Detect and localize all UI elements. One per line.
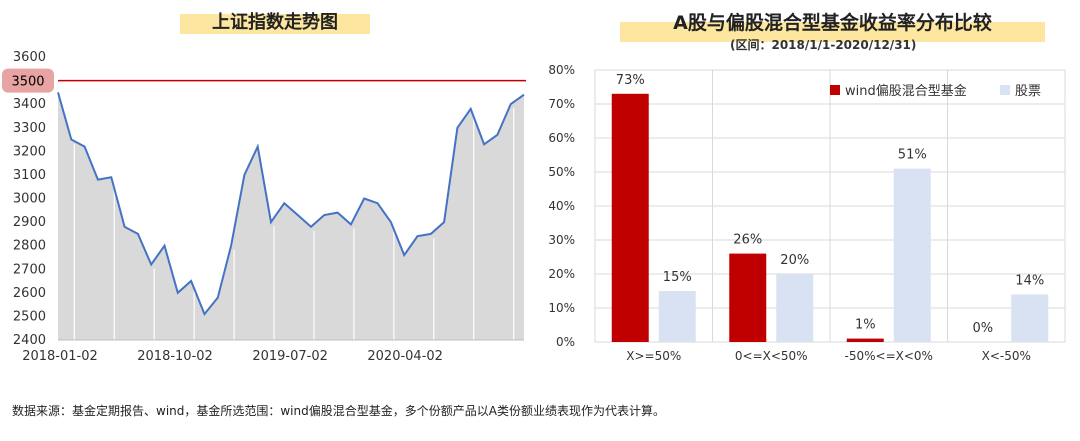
- bar-data-label: 15%: [663, 270, 692, 285]
- y-tick-label: 30%: [548, 233, 575, 247]
- legend-label: wind偏股混合型基金: [845, 83, 967, 99]
- y-tick-label: 2400: [13, 333, 46, 348]
- right-chart-title: A股与偏股混合型基金收益率分布比较: [673, 12, 992, 34]
- y-tick-label: 20%: [548, 267, 575, 281]
- highlight-3500-label: 3500: [11, 75, 44, 90]
- right-chart-subtitle: (区间：2018/1/1-2020/12/31): [730, 38, 917, 52]
- y-tick-label: 70%: [548, 97, 575, 111]
- left-title-highlight: [180, 14, 370, 34]
- category-label: 0<=X<50%: [735, 349, 808, 363]
- bar-fund: [729, 253, 767, 342]
- bar-stock: [1011, 294, 1049, 342]
- y-tick-label: 2700: [13, 262, 46, 277]
- y-tick-label: 80%: [548, 63, 575, 77]
- left-chart-title: 上证指数走势图: [212, 12, 338, 33]
- category-label: X<-50%: [982, 349, 1031, 363]
- bar-stock: [776, 274, 814, 342]
- x-tick-label: 2020-04-02: [367, 349, 443, 364]
- legend: wind偏股混合型基金 股票: [830, 83, 1041, 99]
- bar-data-label: 73%: [616, 73, 645, 88]
- legend-swatch: [1000, 85, 1010, 95]
- y-tick-label: 3100: [13, 168, 46, 183]
- right-title-highlight: [620, 22, 1045, 42]
- y-tick-label: 3600: [13, 50, 46, 65]
- y-tick-label: 3000: [13, 192, 46, 207]
- bar-fund: [846, 338, 884, 342]
- index-area: [58, 92, 524, 341]
- return-distribution-chart: 0% 10% 20% 30% 40% 50% 60% 70% 80% X>=50% 0<=X<50%…: [548, 63, 1066, 363]
- category-label: X>=50%: [626, 349, 681, 363]
- bar-data-label: 1%: [855, 318, 876, 333]
- y-tick-label: 40%: [548, 199, 575, 213]
- bar-data-label: 14%: [1015, 273, 1044, 288]
- highlight-3500-box: [2, 68, 54, 93]
- bar-data-label: 51%: [898, 148, 927, 163]
- y-tick-label: 60%: [548, 131, 575, 145]
- bar-stock: [658, 291, 696, 342]
- y-tick-label: 50%: [548, 165, 575, 179]
- y-tick-label: 2900: [13, 215, 46, 230]
- data-source-note: 数据来源：基金定期报告、wind，基金所选范围：wind偏股混合型基金，多个份额…: [12, 404, 665, 418]
- y-tick-label: 2800: [13, 239, 46, 254]
- bar-data-label: 26%: [733, 233, 762, 248]
- bar-fund: [611, 93, 649, 342]
- bar-data-label: 20%: [780, 253, 809, 268]
- index-line: [57, 92, 525, 317]
- x-tick-label: 2019-07-02: [252, 349, 328, 364]
- y-tick-label: 3200: [13, 144, 46, 159]
- y-tick-label: 0%: [556, 335, 575, 349]
- category-label: -50%<=X<0%: [845, 349, 933, 363]
- legend-label: 股票: [1015, 84, 1041, 99]
- x-tick-label: 2018-01-02: [22, 349, 98, 364]
- bar-stock: [893, 168, 931, 342]
- y-tick-label: 2500: [13, 309, 46, 324]
- y-tick-label: 3300: [13, 121, 46, 136]
- legend-swatch: [830, 85, 840, 95]
- y-tick-label: 3400: [13, 97, 46, 112]
- x-tick-label: 2018-10-02: [137, 349, 213, 364]
- y-tick-label: 10%: [548, 301, 575, 315]
- y-tick-label: 2600: [13, 286, 46, 301]
- bar-data-label: 0%: [972, 321, 993, 336]
- shanghai-index-chart: 2400 2500 2600 2700 2800 2900 3000 3100 3200 3300…: [2, 50, 526, 364]
